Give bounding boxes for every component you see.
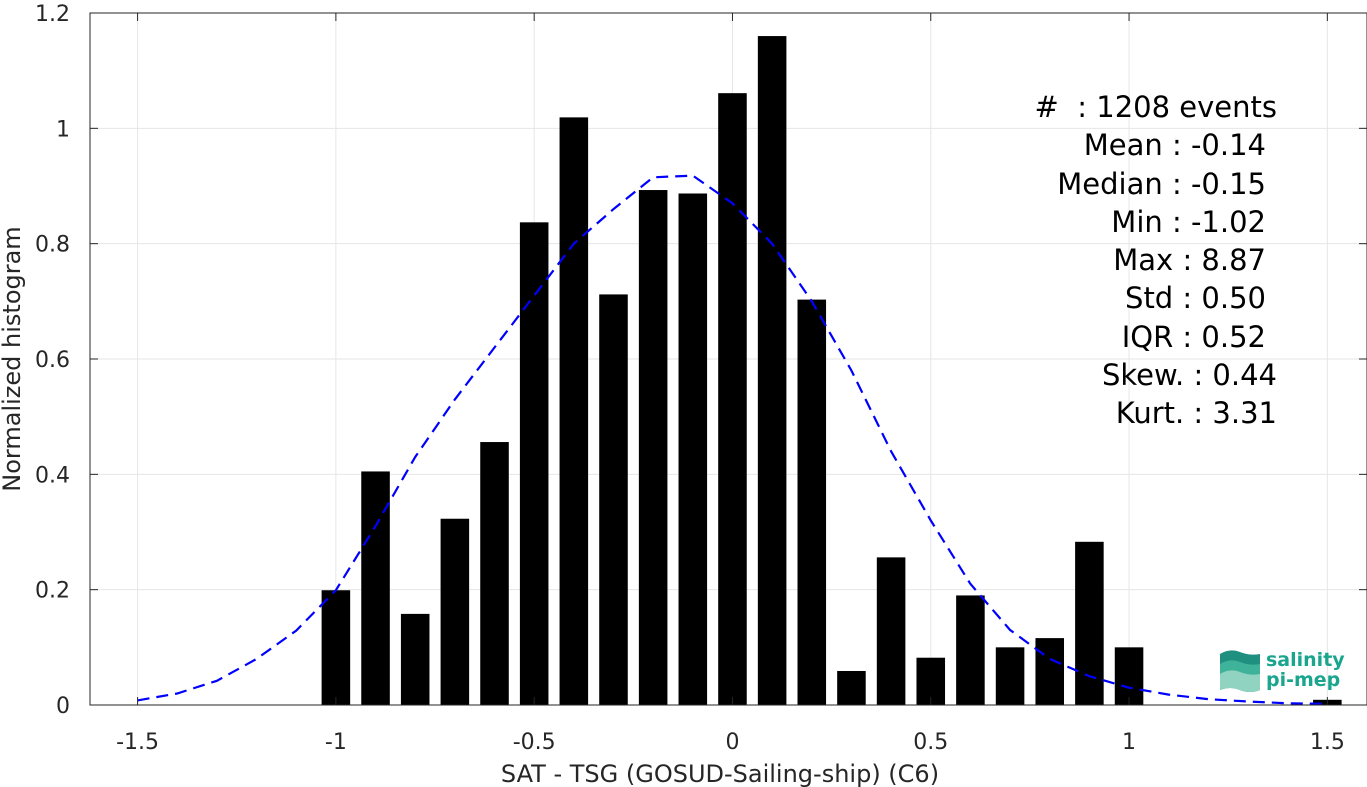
y-axis-label: Normalized histogram — [0, 226, 26, 491]
x-tick-label: -1.5 — [116, 730, 159, 755]
logo-text-salinity: salinity — [1266, 649, 1345, 671]
histogram-bar — [599, 294, 628, 705]
stat-std: Std : 0.50 — [1125, 281, 1266, 316]
histogram-bar — [718, 93, 747, 705]
histogram-bar — [559, 117, 589, 706]
histogram-bar — [678, 193, 708, 705]
statistics-box: # : 1208 events Mean : -0.14 Median : -0… — [1035, 88, 1277, 433]
stat-events: # : 1208 events — [1034, 90, 1277, 124]
histogram-bar — [757, 36, 787, 706]
stat-skew: Skew. : 0.44 — [1101, 358, 1277, 393]
stat-min: Min : -1.02 — [1111, 204, 1266, 239]
x-tick-label: 0.5 — [913, 730, 948, 755]
x-tick-label: 0 — [725, 730, 739, 755]
y-tick-label: 0.4 — [35, 463, 70, 488]
histogram-bar — [480, 442, 509, 705]
histogram-bar — [995, 647, 1025, 705]
y-tick-label: 0 — [56, 694, 70, 719]
x-tick-label: -0.5 — [513, 730, 556, 755]
x-tick-label: -1 — [325, 730, 347, 755]
salinity-pi-mep-logo: salinity pi-mep — [1216, 646, 1346, 694]
histogram-bar — [400, 613, 430, 705]
x-tick-label: 1.5 — [1310, 730, 1345, 755]
histogram-bar — [1075, 541, 1104, 705]
stat-mean: Mean : -0.14 — [1083, 128, 1266, 163]
x-axis-label: SAT - TSG (GOSUD-Sailing-ship) (C6) — [501, 760, 939, 787]
y-tick-label: 1 — [56, 117, 70, 142]
histogram-bar — [1035, 638, 1065, 705]
y-tick-label: 0.2 — [35, 579, 70, 604]
normal-fit-curve — [137, 174, 1328, 705]
histogram-bar — [361, 471, 390, 705]
stat-iqr: IQR : 0.52 — [1121, 319, 1266, 354]
stat-max: Max : 8.87 — [1113, 243, 1266, 278]
histogram-bar — [876, 557, 906, 705]
y-tick-label: 0.8 — [35, 233, 70, 258]
histogram-bar — [638, 190, 668, 705]
x-tick-labels: -1.5 -1 -0.5 0 0.5 1 1.5 — [116, 730, 1345, 755]
bars — [321, 36, 1342, 706]
y-tick-label: 0.6 — [35, 348, 70, 373]
logo-text-pi-mep: pi-mep — [1266, 669, 1341, 691]
y-tick-label: 1.2 — [35, 2, 70, 27]
stat-median: Median : -0.15 — [1057, 166, 1266, 201]
histogram-bar — [1114, 647, 1144, 705]
ticks — [90, 12, 1367, 706]
logo-waves-icon — [1220, 650, 1260, 692]
histogram-bar — [440, 518, 470, 705]
histogram-bar — [321, 590, 351, 705]
histogram-bar — [797, 299, 827, 705]
y-tick-labels: 0 0.2 0.4 0.6 0.8 1 1.2 — [35, 2, 70, 719]
histogram-bar — [837, 670, 866, 705]
x-tick-label: 1 — [1122, 730, 1136, 755]
stat-kurt: Kurt. : 3.31 — [1115, 396, 1277, 431]
histogram-bar — [956, 595, 985, 705]
histogram-bar — [519, 222, 549, 705]
